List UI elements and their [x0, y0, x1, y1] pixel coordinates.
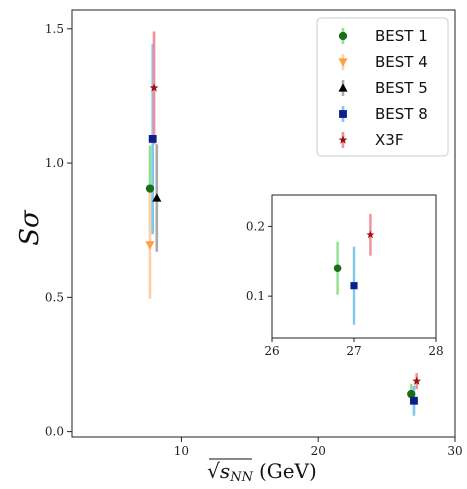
legend: BEST 1 BEST 4 BEST 5 BEST 8 X3F — [316, 17, 449, 157]
x-tick-label: 20 — [311, 444, 326, 458]
x-tick-label: 30 — [447, 444, 462, 458]
legend-label: BEST 8 — [375, 105, 428, 123]
main-axes: 10 20 30 0.0 0.5 1.0 1.5 — [45, 9, 463, 458]
y-tick-label: 0.5 — [45, 290, 64, 304]
y-tick-label: 1.5 — [45, 22, 64, 36]
legend-marker — [338, 135, 348, 144]
x-tick-label: 10 — [174, 444, 189, 458]
legend-marker — [338, 31, 348, 41]
x-axis-sqrt: √ — [207, 459, 220, 483]
inset-y-tick-label: 0.2 — [246, 219, 265, 233]
y-tick-label: 0.0 — [45, 425, 64, 439]
legend-label: X3F — [375, 131, 403, 149]
data-point — [410, 396, 418, 405]
x-axis-sub: NN — [229, 470, 253, 485]
inset-axes: 26 27 28 0.1 0.2 — [246, 194, 444, 358]
x-axis-var: s — [220, 459, 230, 483]
inset-x-tick-label: 28 — [428, 344, 443, 358]
y-tick-label: 1.0 — [45, 156, 64, 170]
main-points — [145, 31, 422, 416]
x-axis-unit: (GeV) — [259, 459, 317, 483]
plot-frame — [71, 9, 456, 438]
legend-marker — [338, 83, 348, 92]
y-axis-s: S — [15, 228, 45, 246]
inset-x-tick-label: 27 — [346, 344, 361, 358]
x-axis-title: √sNN (GeV) — [207, 459, 317, 485]
data-point — [148, 134, 157, 143]
data-point — [145, 241, 155, 250]
data-point — [366, 230, 375, 239]
legend-marker — [339, 110, 347, 118]
legend-marker — [338, 58, 348, 67]
inset-y-tick-label: 0.1 — [246, 289, 265, 303]
data-point — [152, 193, 162, 202]
legend-label: BEST 5 — [375, 79, 428, 97]
legend-label: BEST 1 — [375, 27, 428, 45]
legend-box — [316, 17, 449, 157]
y-axis-title: Sσ — [15, 209, 45, 246]
data-point — [145, 184, 155, 193]
data-point — [333, 264, 342, 273]
data-point — [412, 376, 422, 385]
data-point — [407, 389, 416, 399]
y-axis-sigma: σ — [15, 209, 45, 228]
data-point — [149, 83, 159, 92]
data-point — [350, 282, 358, 290]
inset-x-tick-label: 26 — [264, 344, 279, 358]
legend-label: BEST 4 — [375, 53, 428, 71]
